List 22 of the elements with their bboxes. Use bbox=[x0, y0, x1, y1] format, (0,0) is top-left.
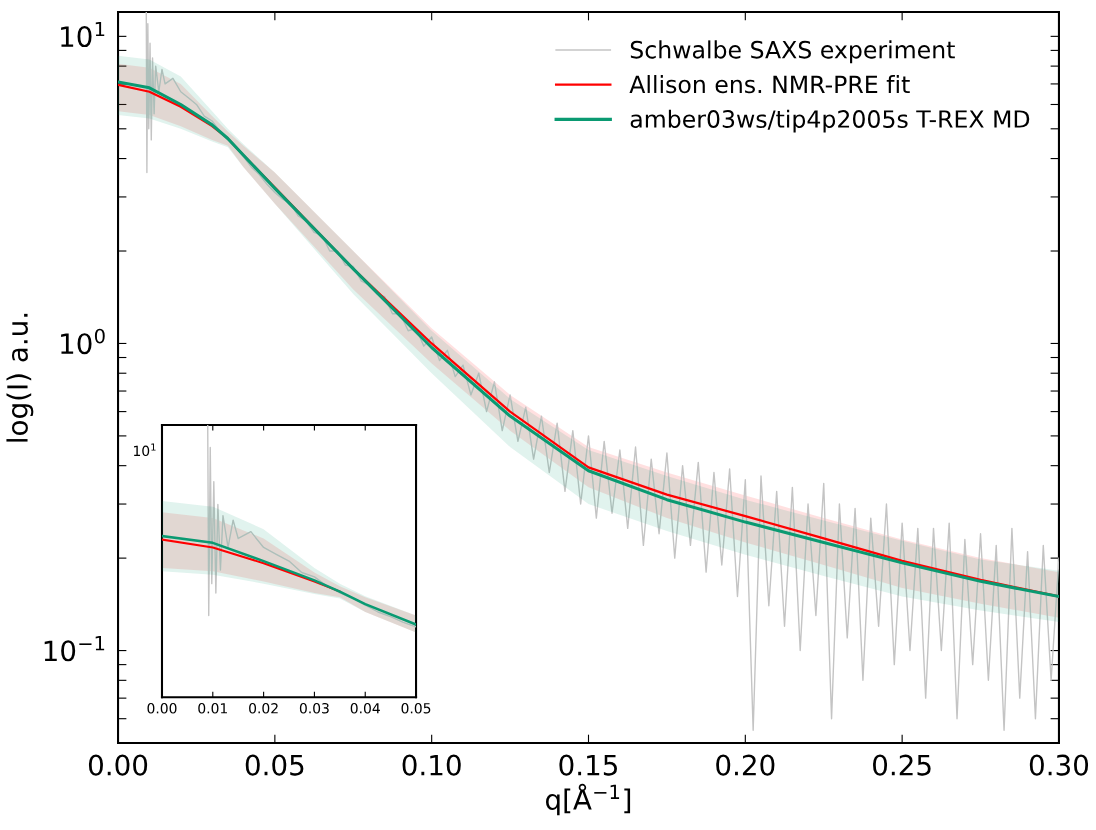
x-tick-label: 0.05 bbox=[401, 703, 431, 714]
x-tick-label: 0.20 bbox=[716, 754, 775, 776]
legend-label: amber03ws/tip4p2005s T-REX MD bbox=[630, 109, 1030, 133]
y-axis-title: log(I) a.u. bbox=[6, 313, 34, 442]
x-tick-label: 0.25 bbox=[873, 754, 931, 776]
y-tick-label: 10$^{−1}$ bbox=[44, 636, 105, 662]
x-tick-label: 0.10 bbox=[402, 754, 461, 776]
x-tick-label: 0.02 bbox=[249, 703, 278, 714]
annotation: 10$^{1}$ bbox=[133, 443, 156, 457]
x-tick-label: 0.00 bbox=[88, 754, 148, 776]
x-tick-label: 0.00 bbox=[147, 703, 177, 714]
y-tick-label: 10$^{0}$ bbox=[61, 328, 105, 355]
x-tick-label: 0.30 bbox=[1029, 754, 1089, 776]
y-tick-label: 10$^{1}$ bbox=[61, 21, 105, 48]
x-tick-label: 0.15 bbox=[559, 754, 617, 776]
x-tick-label: 0.03 bbox=[299, 703, 329, 714]
x-tick-label: 0.05 bbox=[245, 754, 304, 776]
x-axis-title: q[Å$^{−1}$] bbox=[546, 783, 631, 816]
x-tick-label: 0.01 bbox=[198, 703, 227, 714]
legend-label: Schwalbe SAXS experiment bbox=[630, 40, 955, 64]
legend-label: Allison ens. NMR-PRE fit bbox=[629, 75, 910, 94]
x-tick-label: 0.04 bbox=[350, 703, 380, 714]
